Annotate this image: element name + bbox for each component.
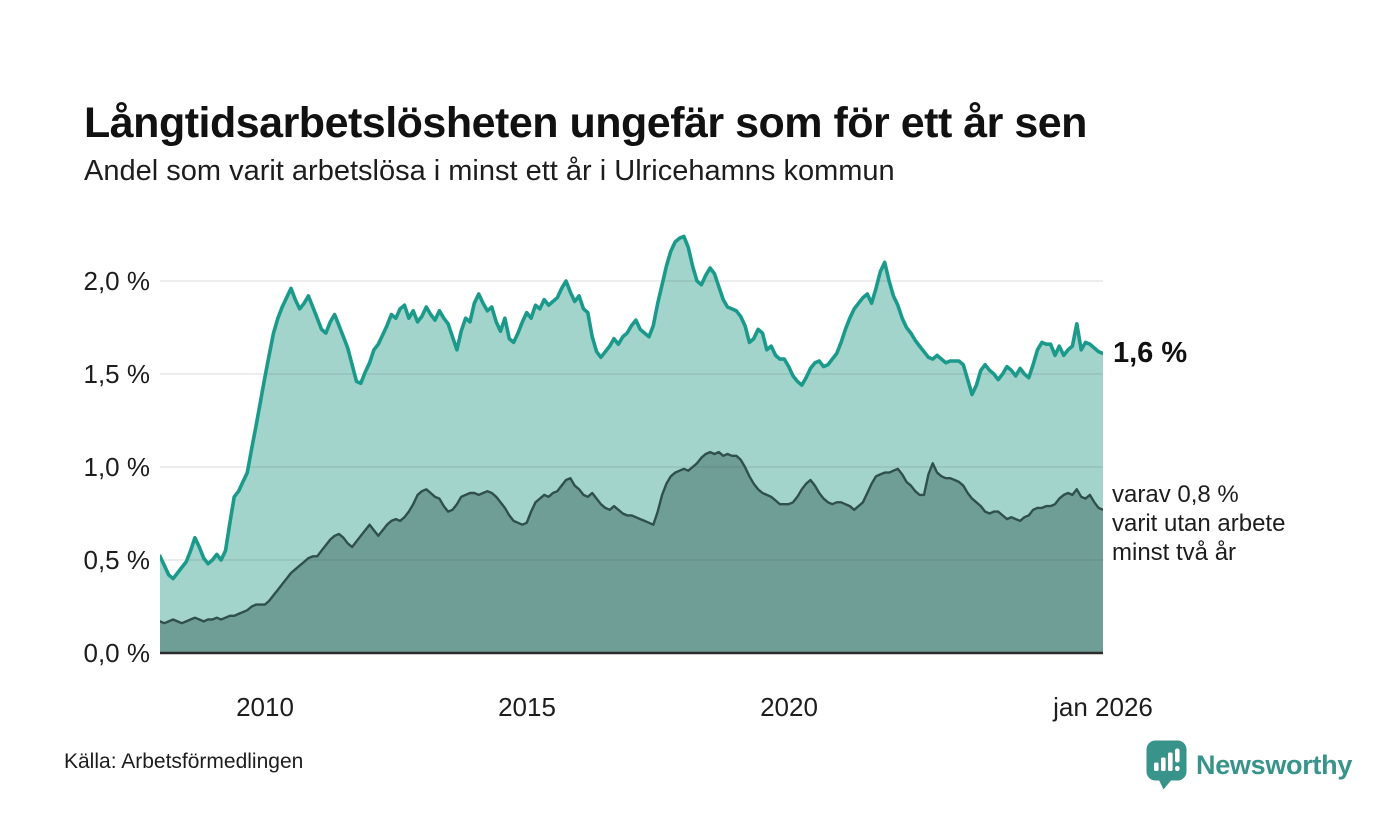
x-tick-2010: 2010 xyxy=(236,692,294,722)
source-note: Källa: Arbetsförmedlingen xyxy=(64,750,304,773)
y-tick-1-5: 1,5 % xyxy=(83,359,151,389)
annotation-line-3: minst två år xyxy=(1112,539,1237,566)
annotation-line-1: varav 0,8 % xyxy=(1112,481,1239,508)
chart-subtitle: Andel som varit arbetslösa i minst ett å… xyxy=(84,155,895,187)
series-end-value-label: 1,6 % xyxy=(1113,337,1188,369)
newsworthy-logo-text: Newsworthy xyxy=(1196,750,1353,780)
unemployment-area-chart xyxy=(160,234,1103,655)
x-tick-jan-2026: jan 2026 xyxy=(1053,692,1153,722)
x-tick-2020: 2020 xyxy=(760,692,818,722)
y-tick-1-0: 1,0 % xyxy=(83,452,151,482)
x-tick-2015: 2015 xyxy=(498,692,556,722)
y-tick-0-0: 0,0 % xyxy=(83,638,151,668)
bar-chart-speech-bubble-icon xyxy=(1146,740,1187,790)
annotation-line-2: varit utan arbete xyxy=(1112,510,1286,537)
page-title: Långtidsarbetslösheten ungefär som för e… xyxy=(84,98,1087,147)
y-tick-0-5: 0,5 % xyxy=(83,545,151,575)
series2-annotation: varav 0,8 % varit utan arbete minst två … xyxy=(1112,480,1285,567)
chart-plot-area xyxy=(160,225,1103,660)
newsworthy-logo: Newsworthy xyxy=(1146,740,1352,791)
y-tick-2-0: 2,0 % xyxy=(83,266,151,296)
